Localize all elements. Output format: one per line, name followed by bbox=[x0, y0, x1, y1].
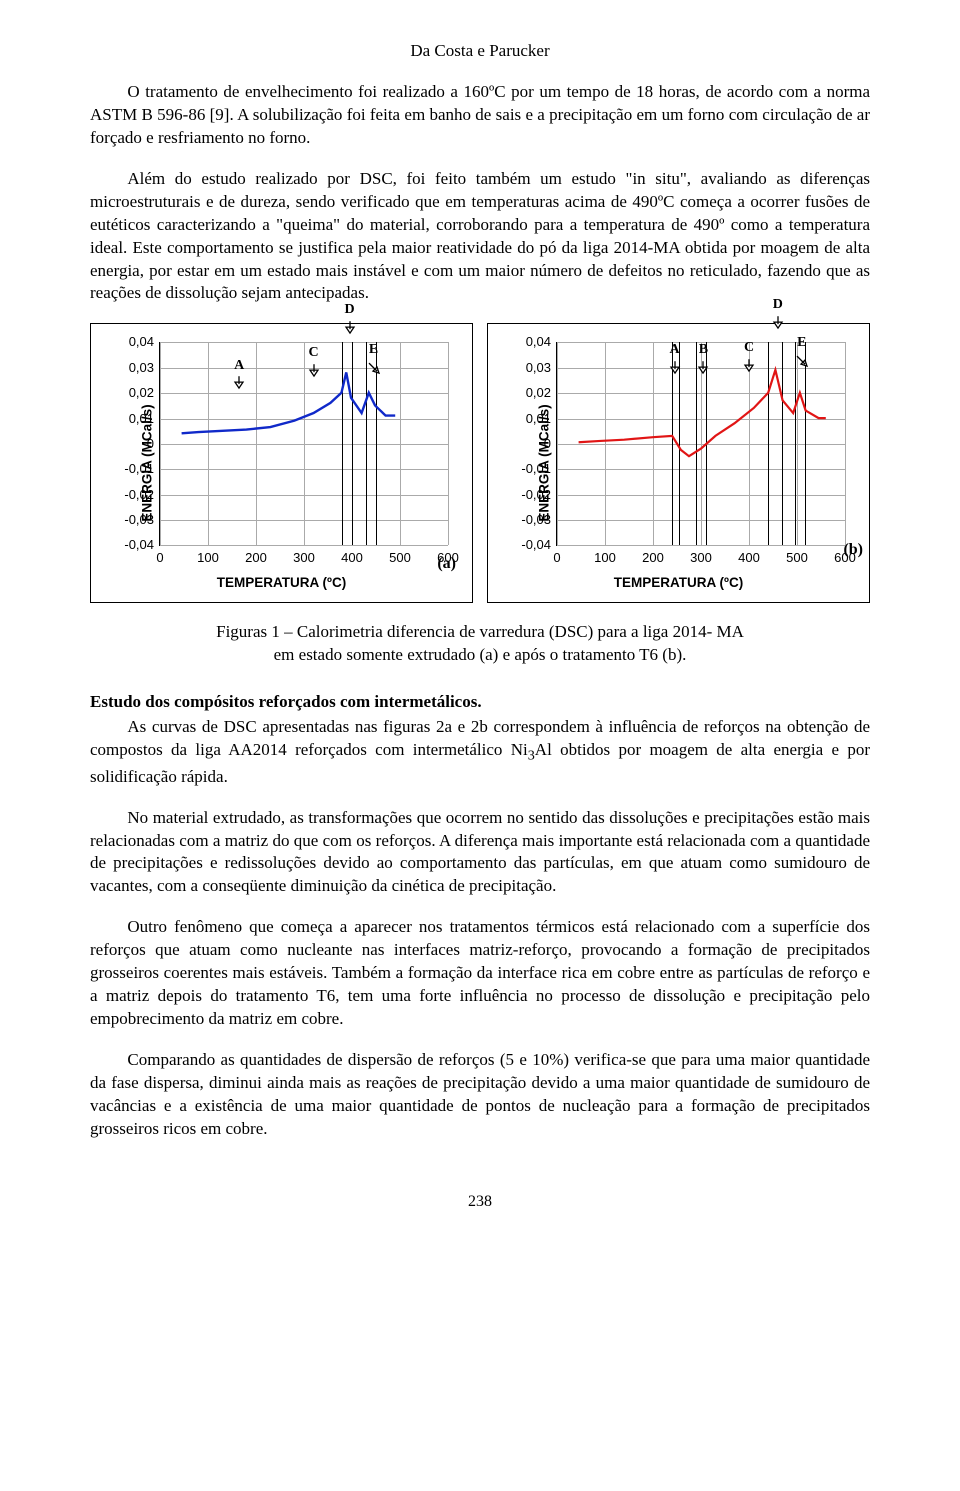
paragraph-3-sub: 3 bbox=[528, 748, 535, 764]
chart-xtick: 300 bbox=[690, 545, 712, 567]
chart-plot-area: 0100200300400500600-0,04-0,03-0,02-0,010… bbox=[556, 342, 845, 546]
chart-ytick: -0,04 bbox=[521, 537, 557, 555]
arrow-down-icon bbox=[343, 321, 357, 335]
chart-marker-b: B bbox=[696, 341, 710, 375]
figure-caption-line2: em estado somente extrudado (a) e após o… bbox=[274, 645, 687, 664]
figure-caption-line1: Figuras 1 – Calorimetria diferencia de v… bbox=[216, 622, 744, 641]
chart-ytick: -0,04 bbox=[124, 537, 160, 555]
chart-ytick: 0,01 bbox=[526, 410, 557, 428]
chart-ytick: 0,03 bbox=[129, 359, 160, 377]
chart-marker-d: D bbox=[771, 296, 785, 330]
paragraph-4: No material extrudado, as transformações… bbox=[90, 807, 870, 899]
chart-ytick: 0,03 bbox=[526, 359, 557, 377]
gridline-vertical bbox=[448, 342, 449, 545]
paragraph-6-text: Comparando as quantidades de dispersão d… bbox=[90, 1050, 870, 1138]
figure-caption: Figuras 1 – Calorimetria diferencia de v… bbox=[90, 621, 870, 667]
chart-ytick: -0,02 bbox=[124, 486, 160, 504]
chart-marker-e: E bbox=[795, 334, 809, 368]
chart-ytick: 0,04 bbox=[526, 334, 557, 352]
page-number: 238 bbox=[90, 1191, 870, 1213]
arrow-down-icon bbox=[795, 354, 809, 368]
paragraph-2-text: Além do estudo realizado por DSC, foi fe… bbox=[90, 169, 870, 303]
paragraph-1-text: O tratamento de envelhecimento foi reali… bbox=[90, 82, 870, 147]
chart-marker-c: C bbox=[742, 339, 756, 373]
chart-ytick: 0,02 bbox=[526, 384, 557, 402]
chart-xtick: 200 bbox=[245, 545, 267, 567]
chart-xtick: 100 bbox=[197, 545, 219, 567]
header-author: Da Costa e Parucker bbox=[90, 40, 870, 63]
chart-xtick: 200 bbox=[642, 545, 664, 567]
paragraph-5-text: Outro fenômeno que começa a aparecer nos… bbox=[90, 917, 870, 1028]
chart-ytick: 0 bbox=[544, 435, 557, 453]
arrow-down-icon bbox=[367, 361, 381, 375]
chart-xlabel: TEMPERATURA (ºC) bbox=[217, 574, 346, 592]
chart-ytick: -0,03 bbox=[521, 511, 557, 529]
chart-xtick: 600 bbox=[437, 545, 459, 567]
chart-marker-a: A bbox=[668, 341, 682, 375]
chart-marker-e: E bbox=[367, 341, 381, 375]
chart-marker-c: C bbox=[307, 344, 321, 378]
chart-marker-a: A bbox=[232, 357, 246, 391]
chart-marker-d: D bbox=[343, 301, 357, 335]
paragraph-5: Outro fenômeno que começa a aparecer nos… bbox=[90, 916, 870, 1031]
paragraph-4-text: No material extrudado, as transformações… bbox=[90, 808, 870, 896]
charts-row: ENERGIA (MCal/s)TEMPERATURA (ºC)(a)01002… bbox=[90, 323, 870, 603]
paragraph-6: Comparando as quantidades de dispersão d… bbox=[90, 1049, 870, 1141]
chart-xtick: 400 bbox=[341, 545, 363, 567]
chart-xtick: 600 bbox=[834, 545, 856, 567]
paragraph-3: As curvas de DSC apresentadas nas figura… bbox=[90, 716, 870, 788]
chart-xtick: 300 bbox=[293, 545, 315, 567]
arrow-down-icon bbox=[742, 359, 756, 373]
chart-ytick: 0 bbox=[147, 435, 160, 453]
chart-xtick: 500 bbox=[786, 545, 808, 567]
arrow-down-icon bbox=[771, 316, 785, 330]
gridline-horizontal bbox=[557, 545, 845, 546]
chart-xtick: 500 bbox=[389, 545, 411, 567]
arrow-down-icon bbox=[696, 361, 710, 375]
chart-a-box: ENERGIA (MCal/s)TEMPERATURA (ºC)(a)01002… bbox=[90, 323, 473, 603]
chart-xlabel: TEMPERATURA (ºC) bbox=[614, 574, 743, 592]
chart-ytick: -0,03 bbox=[124, 511, 160, 529]
paragraph-2: Além do estudo realizado por DSC, foi fe… bbox=[90, 168, 870, 306]
chart-ytick: -0,01 bbox=[124, 460, 160, 478]
chart-plot-area: 0100200300400500600-0,04-0,03-0,02-0,010… bbox=[159, 342, 448, 546]
chart-ytick: 0,02 bbox=[129, 384, 160, 402]
chart-curve bbox=[160, 342, 448, 545]
chart-ytick: -0,01 bbox=[521, 460, 557, 478]
chart-xtick: 100 bbox=[594, 545, 616, 567]
chart-b-box: ENERGIA (MCal/s)TEMPERATURA (ºC)(b)01002… bbox=[487, 323, 870, 603]
section-heading: Estudo dos compósitos reforçados com int… bbox=[90, 691, 870, 714]
gridline-horizontal bbox=[160, 545, 448, 546]
arrow-down-icon bbox=[232, 377, 246, 391]
chart-ytick: 0,04 bbox=[129, 334, 160, 352]
chart-xtick: 400 bbox=[738, 545, 760, 567]
chart-ytick: 0,01 bbox=[129, 410, 160, 428]
paragraph-1: O tratamento de envelhecimento foi reali… bbox=[90, 81, 870, 150]
gridline-vertical bbox=[845, 342, 846, 545]
chart-ytick: -0,02 bbox=[521, 486, 557, 504]
arrow-down-icon bbox=[307, 364, 321, 378]
arrow-down-icon bbox=[668, 361, 682, 375]
